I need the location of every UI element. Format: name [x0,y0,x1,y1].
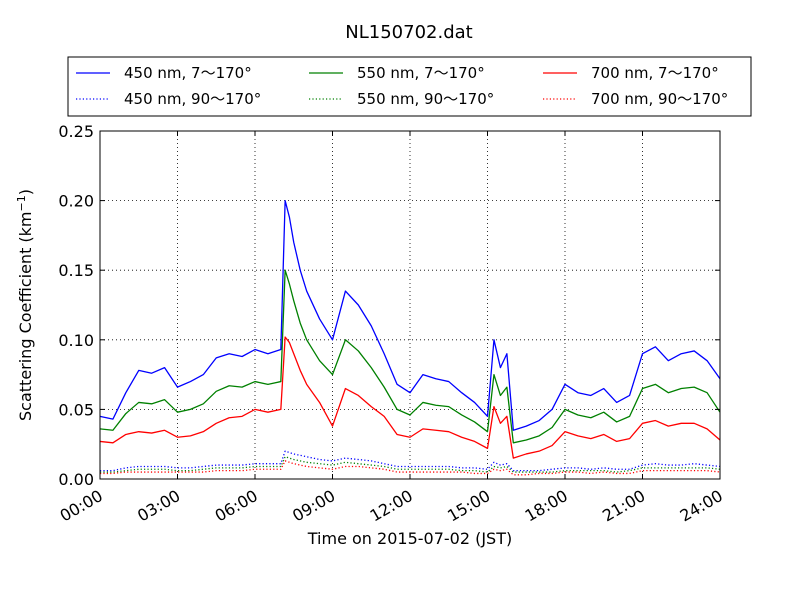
chart-title: NL150702.dat [345,22,472,43]
y-axis-label-superscript: −1 [15,195,28,211]
legend-label-6: 700 nm, 90～170° [591,90,728,108]
series-line-5 [99,336,721,459]
y-axis: 0.00 0.05 0.10 0.15 0.20 0.25 [58,122,720,489]
y-axis-label: Scattering Coefficient (km−1) [15,189,35,421]
legend-label-1: 450 nm, 7～170° [124,64,252,82]
legend-label-5: 700 nm, 7～170° [591,64,719,82]
y-axis-label-close: ) [16,189,35,195]
series-line-1 [99,199,721,431]
legend-entries: 450 nm, 7～170° 450 nm, 90～170° 550 nm, 7～1… [76,64,728,108]
x-axis-label: Time on 2015-07-02 (JST) [307,529,512,548]
legend-label-4: 550 nm, 90～170° [357,90,494,108]
series-line-3 [99,269,721,444]
legend-label-2: 450 nm, 90～170° [124,90,261,108]
legend-label-3: 550 nm, 7～170° [357,64,485,82]
y-tick-label: 0.15 [58,261,94,280]
y-tick-label: 0.10 [58,331,94,350]
legend-box [67,56,752,117]
legend: 450 nm, 7～170° 450 nm, 90～170° 550 nm, 7～1… [67,56,752,117]
y-axis-label-main: Scattering Coefficient (km [16,211,35,421]
y-tick-label: 0.00 [58,470,94,489]
grid-lines [100,131,720,479]
y-tick-label: 0.20 [58,192,94,211]
series-layer [99,199,721,476]
series-line-6 [100,460,721,476]
y-tick-label: 0.05 [58,400,94,419]
y-tick-label: 0.25 [58,122,94,141]
